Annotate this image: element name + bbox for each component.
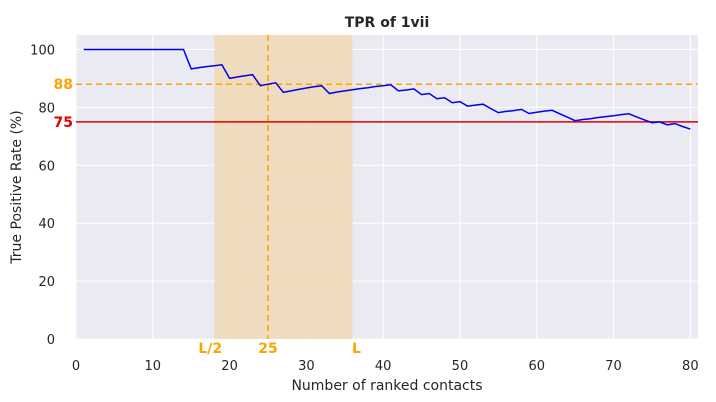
x-tick-label: 40 xyxy=(375,359,392,374)
label-l-half: L/2 xyxy=(198,341,222,357)
y-axis-label: True Positive Rate (%) xyxy=(9,110,25,264)
y-tick-label: 80 xyxy=(38,101,55,116)
label-75: 75 xyxy=(54,115,73,131)
y-tick-label: 40 xyxy=(38,217,55,232)
x-tick-label: 0 xyxy=(72,359,80,374)
label-l: L xyxy=(352,341,361,357)
y-tick-label: 20 xyxy=(38,275,55,290)
tpr-series-line xyxy=(83,48,691,130)
y-tick-label: 100 xyxy=(30,43,55,58)
label-88: 88 xyxy=(54,77,73,93)
label-25: 25 xyxy=(258,341,277,357)
x-axis-label: Number of ranked contacts xyxy=(291,378,482,394)
x-tick-label: 10 xyxy=(145,359,162,374)
x-tick-label: 20 xyxy=(221,359,238,374)
x-tick-label: 50 xyxy=(452,359,469,374)
shaded-band xyxy=(214,35,353,339)
chart-title: TPR of 1vii xyxy=(345,15,430,31)
grid xyxy=(75,35,698,340)
x-tick-label: 30 xyxy=(298,359,315,374)
y-tick-label: 60 xyxy=(38,159,55,174)
x-tick-label: 60 xyxy=(528,359,545,374)
tick-labels: 0 10 20 30 40 50 60 70 80 0 20 40 60 80 100 xyxy=(30,43,698,374)
x-tick-label: 70 xyxy=(605,359,622,374)
x-tick-label: 80 xyxy=(682,359,699,374)
plot-background xyxy=(76,35,698,339)
y-tick-label: 0 xyxy=(47,333,55,348)
